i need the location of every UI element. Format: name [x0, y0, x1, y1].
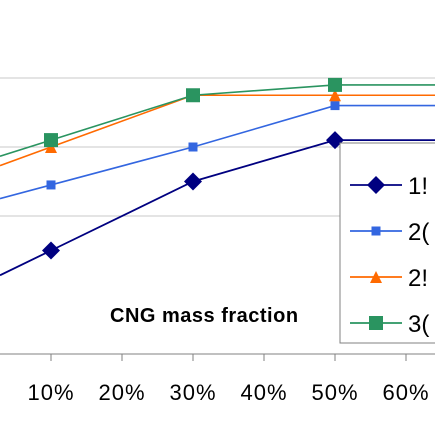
data-point-s3-2: [328, 77, 342, 92]
x-tick-label: 20%: [98, 380, 145, 405]
legend-box: [339, 142, 435, 344]
x-tick-label: 60%: [382, 380, 429, 405]
x-tick-label: 50%: [311, 380, 358, 405]
series: [0, 77, 435, 277]
legend-label-2: 2!: [408, 265, 428, 292]
legend-label-0: 1!: [408, 173, 428, 200]
x-tick-label: 30%: [169, 380, 216, 405]
legend-marker-3: [369, 316, 383, 330]
data-point-s3-1: [186, 88, 200, 103]
data-point-s3-0: [44, 133, 58, 148]
x-tick-label: 40%: [240, 380, 287, 405]
axis-title-background: [100, 296, 325, 330]
data-point-s1-2: [330, 101, 340, 111]
legend-marker-2: [370, 271, 382, 283]
legend-label-1: 2(: [408, 219, 429, 246]
x-tick-label: 10%: [27, 380, 74, 405]
data-point-s0-0: [42, 241, 60, 260]
data-point-s1-0: [46, 180, 56, 190]
x-tick-labels: 10% 20% 30% 40% 50% 60%: [27, 380, 429, 405]
x-axis: [0, 353, 435, 361]
data-point-s0-1: [184, 172, 202, 191]
x-axis-title: CNG mass fraction: [110, 305, 299, 327]
legend-marker-0: [367, 176, 385, 194]
data-point-s2-2: [329, 89, 341, 102]
legend: 1! 2( 2! 3(: [339, 142, 435, 344]
legend-marker-1: [371, 226, 381, 236]
data-point-s1-1: [188, 142, 198, 152]
legend-label-3: 3(: [408, 311, 429, 338]
